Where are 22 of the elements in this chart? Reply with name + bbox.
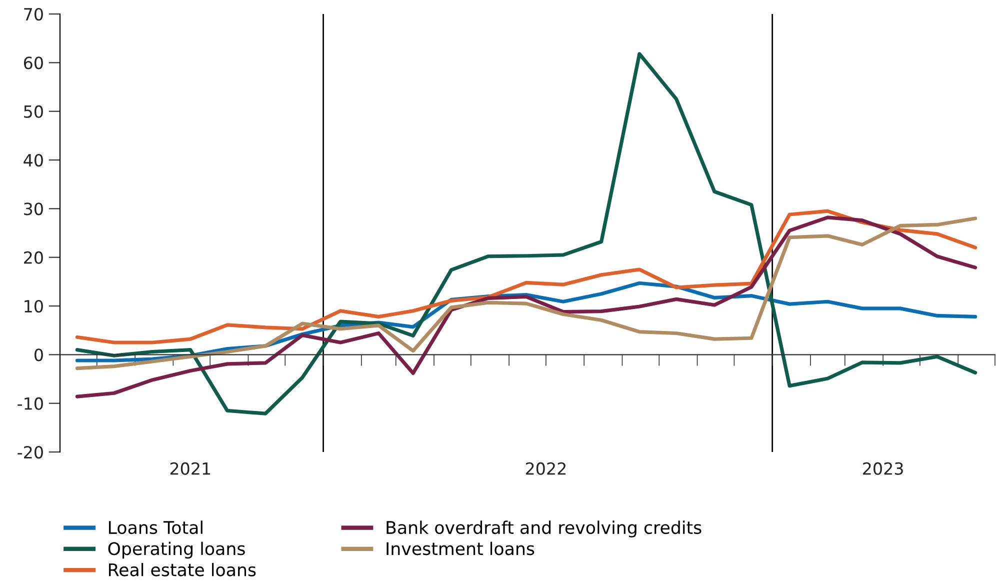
legend-label: Operating loans xyxy=(108,542,245,559)
y-tick-label: 30 xyxy=(24,202,43,216)
x-tick-label: 2022 xyxy=(526,462,566,475)
y-tick-label: -10 xyxy=(18,397,43,410)
x-tick-label: 2023 xyxy=(863,462,903,475)
y-tick-label: 50 xyxy=(24,105,43,118)
line-series xyxy=(75,216,978,370)
y-tick-label: 20 xyxy=(24,251,43,264)
line-series xyxy=(75,216,978,398)
y-tick-label: 70 xyxy=(24,8,43,21)
line-series xyxy=(75,209,978,344)
legend-label: Loans Total xyxy=(108,520,202,534)
legend-label: Investment loans xyxy=(386,542,534,556)
y-tick-label: 10 xyxy=(24,300,43,313)
y-tick-label: 40 xyxy=(24,154,43,167)
y-tick-label: 60 xyxy=(24,56,43,70)
x-tick-label: 2021 xyxy=(170,462,210,475)
y-tick-label: 0 xyxy=(34,348,43,362)
legend-label: Bank overdraft and revolving credits xyxy=(386,520,702,538)
legend-label: Real estate loans xyxy=(108,562,256,576)
y-tick-label: -20 xyxy=(18,446,43,459)
line-series xyxy=(75,52,978,416)
